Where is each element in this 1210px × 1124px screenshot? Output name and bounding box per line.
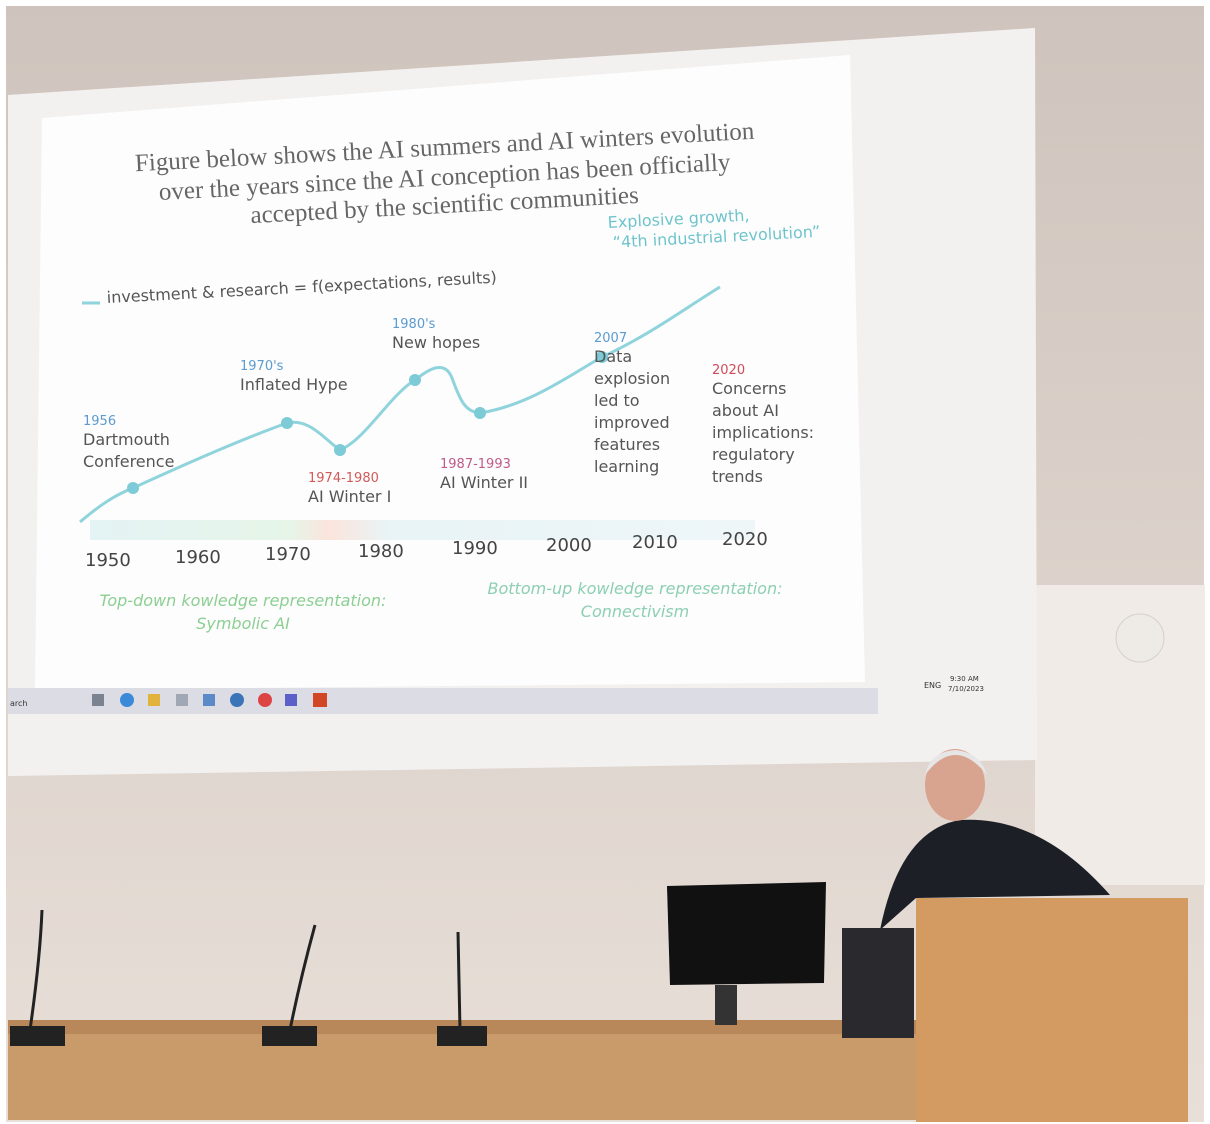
period-label: 2020 <box>712 363 745 378</box>
year-label: 1970 <box>265 544 311 565</box>
year-label: 2020 <box>722 529 768 550</box>
taskbar <box>8 688 878 714</box>
annotation-text: Dartmouth <box>83 430 170 449</box>
year-label: 1950 <box>85 550 131 571</box>
paradigm-note: Bottom-up kowledge representation: <box>488 579 783 598</box>
icon <box>258 693 272 707</box>
icon <box>230 693 244 707</box>
year-label: 1980 <box>358 541 404 562</box>
annotation-text: implications: <box>712 423 814 442</box>
taskbar-time: 9:30 AM <box>950 675 979 683</box>
milestone-dot <box>281 417 293 429</box>
taskbar-search: arch <box>10 699 27 708</box>
milestone-dot <box>409 374 421 386</box>
ceiling-sensor <box>1116 614 1164 662</box>
mic-base <box>437 1026 487 1046</box>
year-label: 1960 <box>175 547 221 568</box>
period-label: 1987-1993 <box>440 457 511 472</box>
taskbar-icons <box>92 693 327 707</box>
annotation-text: explosion <box>594 369 670 388</box>
annotation-text: led to <box>594 391 640 410</box>
monitor <box>667 882 826 985</box>
taskbar-date: 7/10/2023 <box>948 685 984 693</box>
page: {"slide": { "title": ["Figure below show… <box>0 0 1210 1124</box>
mic-base <box>262 1026 317 1046</box>
year-label: 1990 <box>452 538 498 559</box>
milestone-dot <box>127 482 139 494</box>
taskbar-language: ENG <box>924 681 941 690</box>
icon <box>203 694 215 706</box>
milestone-dot <box>334 444 346 456</box>
annotation-text: about AI <box>712 401 779 420</box>
period-label: 1970's <box>240 359 284 374</box>
annotation-text: Conference <box>83 452 174 471</box>
period-label: 2007 <box>594 331 627 346</box>
annotation-text: AI Winter I <box>308 487 391 506</box>
paradigm-note: Connectivism <box>581 602 689 621</box>
mic <box>458 932 460 1030</box>
monitor-stand <box>715 985 737 1025</box>
scene: Figure below shows the AI summers and AI… <box>0 0 1210 1124</box>
year-label: 2010 <box>632 532 678 553</box>
computer <box>842 928 914 1038</box>
icon <box>120 693 134 707</box>
paradigm-note: Symbolic AI <box>196 614 290 633</box>
annotation-text: Concerns <box>712 379 787 398</box>
podium <box>916 898 1188 1122</box>
period-label: 1974-1980 <box>308 471 379 486</box>
icon <box>285 694 297 706</box>
period-label: 1980's <box>392 317 436 332</box>
annotation-text: regulatory <box>712 445 795 464</box>
annotation-text: New hopes <box>392 333 480 352</box>
mic-base <box>10 1026 65 1046</box>
period-label: 1956 <box>83 414 116 429</box>
year-label: 2000 <box>546 535 592 556</box>
annotation-text: trends <box>712 467 763 486</box>
icon <box>148 694 160 706</box>
annotation-text: features <box>594 435 660 454</box>
annotation-text: AI Winter II <box>440 473 528 492</box>
icon <box>313 693 327 707</box>
paradigm-note: Top-down kowledge representation: <box>100 591 387 610</box>
annotation-text: improved <box>594 413 670 432</box>
icon <box>176 694 188 706</box>
milestone-dot <box>474 407 486 419</box>
annotation-text: learning <box>594 457 659 476</box>
annotation-text: Inflated Hype <box>240 375 348 394</box>
annotation-text: Data <box>594 347 632 366</box>
icon <box>92 694 104 706</box>
